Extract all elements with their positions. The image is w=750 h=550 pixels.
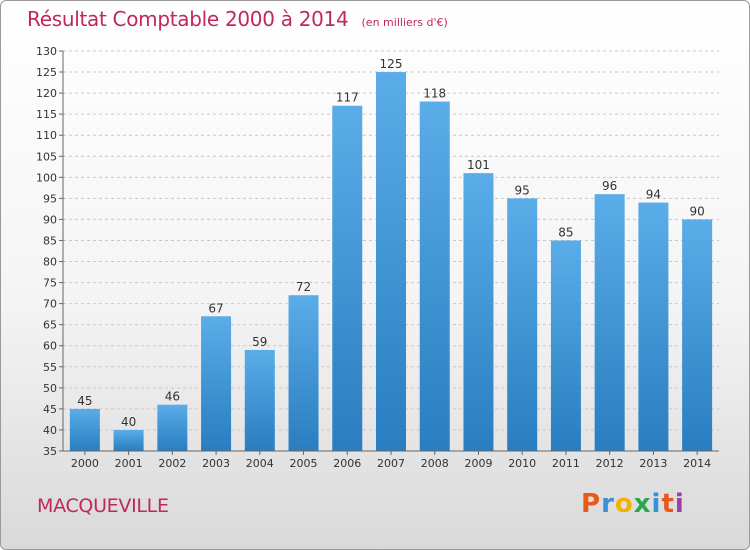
bar <box>419 101 450 452</box>
x-tick-label: 2000 <box>71 457 99 470</box>
y-tick-label: 120 <box>36 87 57 100</box>
y-tick-label: 85 <box>43 234 57 247</box>
bar-value-label: 101 <box>467 158 490 172</box>
bar-value-label: 46 <box>165 390 180 404</box>
x-tick-label: 2007 <box>377 457 405 470</box>
y-tick-label: 110 <box>36 129 57 142</box>
y-tick-label: 75 <box>43 277 57 290</box>
x-tick-label: 2004 <box>246 457 274 470</box>
y-tick-label: 100 <box>36 171 57 184</box>
x-tick-label: 2014 <box>683 457 711 470</box>
bar <box>594 194 625 451</box>
proxiti-logo: Proxiti <box>581 489 685 519</box>
bar-value-label: 118 <box>423 87 446 101</box>
logo-letter: t <box>661 489 675 519</box>
x-tick-label: 2008 <box>421 457 449 470</box>
chart-unit: (en milliers d'€) <box>361 16 448 29</box>
bar-value-label: 45 <box>77 394 92 408</box>
bar <box>682 219 713 451</box>
bar-value-label: 96 <box>602 179 617 193</box>
x-tick-label: 2003 <box>202 457 230 470</box>
y-tick-label: 130 <box>36 45 57 58</box>
bar-value-label: 40 <box>121 415 136 429</box>
bar <box>201 316 232 451</box>
y-tick-label: 125 <box>36 66 57 79</box>
y-tick-label: 90 <box>43 213 57 226</box>
bar <box>113 429 144 451</box>
bar <box>157 404 188 451</box>
logo-letter: i <box>674 489 685 519</box>
x-tick-label: 2001 <box>115 457 143 470</box>
y-tick-label: 115 <box>36 108 57 121</box>
y-tick-label: 40 <box>43 424 57 437</box>
bar-value-label: 72 <box>296 280 311 294</box>
town-name: MACQUEVILLE <box>37 495 169 517</box>
y-tick-label: 95 <box>43 192 57 205</box>
bar <box>638 202 669 451</box>
y-tick-label: 65 <box>43 319 57 332</box>
bar-value-label: 85 <box>558 225 573 239</box>
bar <box>244 349 275 451</box>
bar <box>550 240 581 451</box>
logo-letter: o <box>614 489 634 519</box>
bar-value-label: 67 <box>208 301 223 315</box>
x-tick-label: 2002 <box>158 457 186 470</box>
logo-letter: r <box>601 489 615 519</box>
chart-title: Résultat Comptable 2000 à 2014 <box>27 7 349 31</box>
bar <box>69 408 100 451</box>
bar <box>376 72 406 451</box>
x-axis: 2000 2001 2002 2003 2004 2005 2006 2007 2008 2009… <box>63 450 719 470</box>
x-tick-label: 2005 <box>290 457 318 470</box>
logo-letter: P <box>581 489 602 519</box>
x-tick-label: 2011 <box>552 457 580 470</box>
bar <box>332 105 363 451</box>
x-tick-label: 2012 <box>596 457 624 470</box>
bar-value-label: 117 <box>336 91 359 105</box>
y-tick-label: 60 <box>43 340 57 353</box>
y-axis: 35 40 45 50 55 60 65 70 75 80 85 90 95 100 105 110 115 12… <box>36 45 64 458</box>
chart-header: Résultat Comptable 2000 à 2014 (en milli… <box>27 7 448 31</box>
bar-value-label: 94 <box>646 188 661 202</box>
y-tick-label: 70 <box>43 298 57 311</box>
y-tick-label: 50 <box>43 382 57 395</box>
y-tick-label: 105 <box>36 150 57 163</box>
y-tick-label: 80 <box>43 256 57 269</box>
y-tick-label: 35 <box>43 445 57 458</box>
y-tick-label: 55 <box>43 361 57 374</box>
bar-value-label: 95 <box>515 183 530 197</box>
bar-value-label: 59 <box>252 335 267 349</box>
bar-value-label: 125 <box>380 57 403 71</box>
x-tick-label: 2013 <box>639 457 667 470</box>
logo-letter: x <box>633 489 652 519</box>
bar-value-label: 90 <box>689 204 704 218</box>
x-tick-label: 2006 <box>333 457 361 470</box>
y-tick-label: 45 <box>43 403 57 416</box>
bar <box>463 173 494 451</box>
logo-letter: i <box>651 489 662 519</box>
bar <box>507 198 538 451</box>
x-tick-label: 2010 <box>508 457 536 470</box>
x-tick-label: 2009 <box>464 457 492 470</box>
bars: 45 40 46 67 59 72 117 125 118 101 95 85 96 94 90 <box>69 57 713 452</box>
bar <box>288 295 319 451</box>
